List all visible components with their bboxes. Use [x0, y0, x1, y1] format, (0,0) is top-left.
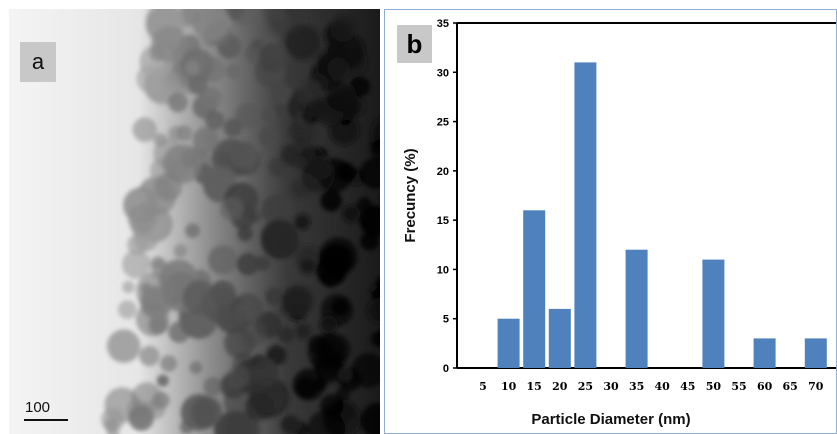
histogram-panel: 0 5 10 15 20 25 30 35 5 10 15 20 25 30 35 40 45 50 55 60 65 7… — [384, 9, 837, 434]
histogram-bar — [625, 249, 648, 368]
tem-micrograph-panel: a 100 — [9, 9, 380, 434]
x-tick-label: 65 — [783, 380, 798, 393]
scale-bar-label: 100 — [25, 399, 51, 416]
histogram-bar — [548, 308, 571, 368]
y-tick-label: 25 — [437, 117, 449, 129]
x-tick-label: 20 — [552, 380, 568, 393]
x-tick-label: 35 — [629, 380, 644, 393]
histogram-bar — [702, 259, 725, 368]
y-tick-label: 5 — [443, 314, 449, 326]
x-tick-label: 10 — [501, 380, 517, 393]
histogram-chart: 0 5 10 15 20 25 30 35 5 10 15 20 25 30 35 40 45 50 55 60 65 7… — [402, 18, 836, 428]
x-tick-label: 60 — [757, 380, 773, 393]
x-tick-label: 45 — [680, 380, 695, 393]
x-tick-label: 70 — [808, 380, 824, 393]
histogram-bar — [497, 318, 520, 368]
scale-bar — [24, 419, 68, 421]
x-tick-label: 40 — [655, 380, 671, 393]
x-tick-label: 55 — [731, 380, 746, 393]
x-axis-title: Particle Diameter (nm) — [531, 411, 690, 428]
x-tick-label: 5 — [479, 380, 487, 393]
histogram-bar — [804, 338, 827, 368]
x-tick-label: 15 — [527, 380, 542, 393]
histogram-bar — [574, 62, 597, 369]
histogram-bar — [753, 338, 776, 368]
y-tick-label: 0 — [443, 363, 449, 375]
x-tick-label: 30 — [603, 380, 619, 393]
x-tick-label: 50 — [706, 380, 722, 393]
x-tick-label: 25 — [578, 380, 593, 393]
y-tick-label: 30 — [437, 67, 449, 79]
y-tick-label: 35 — [437, 18, 449, 30]
histogram-bar — [523, 210, 546, 368]
y-tick-label: 10 — [437, 264, 449, 276]
y-tick-label: 20 — [437, 166, 449, 178]
y-tick-label: 15 — [437, 215, 449, 227]
panel-b-label: b — [397, 25, 432, 63]
y-axis-title: Frecuncy (%) — [402, 148, 419, 242]
tem-micrograph-image — [9, 9, 380, 434]
panel-a-label: a — [20, 42, 56, 82]
